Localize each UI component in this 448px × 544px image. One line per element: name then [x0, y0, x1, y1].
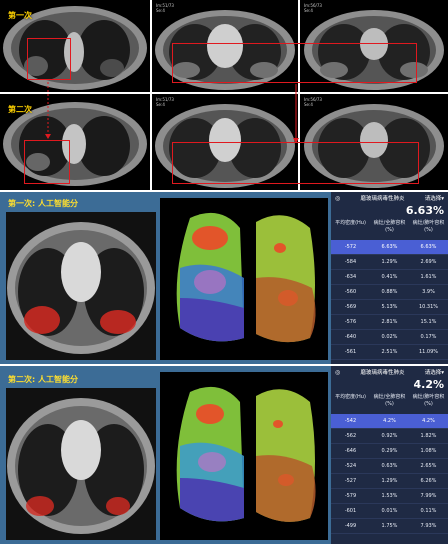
ct-lung-image [7, 398, 155, 534]
ct-lung-image [3, 102, 147, 186]
scan-metadata: Im:56/73 Se:4 [304, 97, 322, 107]
target-icon[interactable]: ◎ [335, 194, 341, 202]
highlight-box [172, 142, 419, 184]
ct-scan-second-right: Im:56/73 Se:4 [300, 94, 448, 190]
ai-analysis-panel-first: 第一次: 人工智能分 ◎ 磨玻璃病毒性肺炎 请选择▾ [0, 192, 448, 364]
table-row[interactable]: -576 2.81% 15.1% [331, 315, 448, 330]
column-header: 平均密度(Hu) [335, 220, 366, 226]
panel-title: 第一次: 人工智能分 [8, 199, 78, 208]
highlight-box [24, 140, 70, 184]
table-body: -542 4.2% 4.2% -562 0.92% 1.82% -646 0.29% 1.0… [331, 414, 448, 534]
lung-3d-model [176, 212, 316, 343]
scan-metadata: Im:51/73 Se:4 [156, 3, 174, 13]
table-row[interactable]: -584 1.29% 2.69% [331, 255, 448, 270]
select-dropdown[interactable]: 请选择▾ [424, 196, 444, 202]
table-row[interactable]: -561 2.51% 11.09% [331, 345, 448, 360]
total-lesion-percent: 6.63% [405, 204, 444, 217]
table-row[interactable]: -572 6.63% 6.63% [331, 240, 448, 255]
table-row[interactable]: -560 0.88% 3.9% [331, 285, 448, 300]
column-header: 平均密度(Hu) [335, 394, 366, 400]
table-columns: 平均密度(Hu) 病灶/全肺容积 (%) 病灶/肺叶容积 (%) [331, 218, 448, 234]
column-header: 病灶/全肺容积 (%) [373, 220, 406, 233]
lung-metrics-table: ◎ 磨玻璃病毒性肺炎 请选择▾ 4.2% 平均密度(Hu) 病灶/全肺容积 (%… [331, 366, 448, 544]
table-row[interactable]: -527 1.29% 6.26% [331, 474, 448, 489]
ct-scan-first-middle: Im:51/73 Se:4 [152, 0, 298, 92]
dropdown-caret-icon: ▾ [441, 196, 444, 202]
column-header: 病灶/肺叶容积 (%) [412, 220, 445, 233]
ai-analysis-panel-second: 第二次: 人工智能分 ◎ 磨玻璃病毒性肺炎 请选择▾ [0, 366, 448, 544]
table-row[interactable]: -601 0.01% 0.11% [331, 504, 448, 519]
lung-3d-render [160, 372, 328, 540]
lung-3d-model [176, 386, 316, 522]
ct-lung-image [155, 104, 295, 188]
table-body: -572 6.63% 6.63% -584 1.29% 2.69% -634 0.41% 1… [331, 240, 448, 360]
ct-scan-first-left: 第一次 [0, 0, 150, 92]
table-columns: 平均密度(Hu) 病灶/全肺容积 (%) 病灶/肺叶容积 (%) [331, 392, 448, 408]
tool-selector[interactable]: 磨玻璃病毒性肺炎 [360, 196, 405, 202]
table-row[interactable]: -634 0.41% 1.61% [331, 270, 448, 285]
highlight-box [172, 43, 417, 83]
select-dropdown[interactable]: 请选择▾ [424, 370, 444, 376]
column-header: 病灶/全肺容积 (%) [373, 394, 406, 407]
table-row[interactable]: -569 5.13% 10.31% [331, 300, 448, 315]
tool-selector[interactable]: 磨玻璃病毒性肺炎 [360, 370, 405, 376]
arrow-connector [45, 82, 299, 143]
lung-metrics-table: ◎ 磨玻璃病毒性肺炎 请选择▾ 6.63% 平均密度(Hu) 病灶/全肺容积 (… [331, 192, 448, 364]
scan-label-second: 第二次 [8, 105, 32, 114]
ct-segmentation-image [6, 388, 156, 540]
column-header: 病灶/肺叶容积 (%) [412, 394, 445, 407]
ct-scan-first-right: Im:56/73 Se:4 [300, 0, 448, 92]
scan-metadata: Im:56/73 Se:4 [304, 3, 322, 13]
ct-lung-image [304, 10, 444, 90]
table-row[interactable]: -640 0.02% 0.17% [331, 330, 448, 345]
target-icon[interactable]: ◎ [335, 368, 341, 376]
ct-scan-second-left: 第二次 [0, 94, 150, 190]
total-lesion-percent: 4.2% [413, 378, 444, 391]
table-row[interactable]: -542 4.2% 4.2% [331, 414, 448, 429]
table-row[interactable]: -499 1.75% 7.93% [331, 519, 448, 534]
ct-segmentation-image [6, 212, 156, 360]
ct-lung-image [3, 6, 147, 90]
ct-lung-image [155, 10, 295, 90]
lung-3d-render [160, 198, 328, 360]
ct-lung-image [304, 104, 444, 188]
scan-metadata: Im:51/73 Se:4 [156, 97, 174, 107]
ct-scan-second-middle: Im:51/73 Se:4 [152, 94, 298, 190]
ct-lung-image [7, 222, 155, 354]
table-row[interactable]: -646 0.29% 1.08% [331, 444, 448, 459]
highlight-box [27, 38, 71, 80]
table-row[interactable]: -562 0.92% 1.82% [331, 429, 448, 444]
table-row[interactable]: -524 0.63% 2.65% [331, 459, 448, 474]
table-header-bar: ◎ 磨玻璃病毒性肺炎 请选择▾ [331, 192, 448, 204]
scan-label-first: 第一次 [8, 11, 32, 20]
dropdown-caret-icon: ▾ [441, 370, 444, 376]
panel-title: 第二次: 人工智能分 [8, 375, 78, 384]
table-header-bar: ◎ 磨玻璃病毒性肺炎 请选择▾ [331, 366, 448, 378]
table-row[interactable]: -579 1.53% 7.99% [331, 489, 448, 504]
